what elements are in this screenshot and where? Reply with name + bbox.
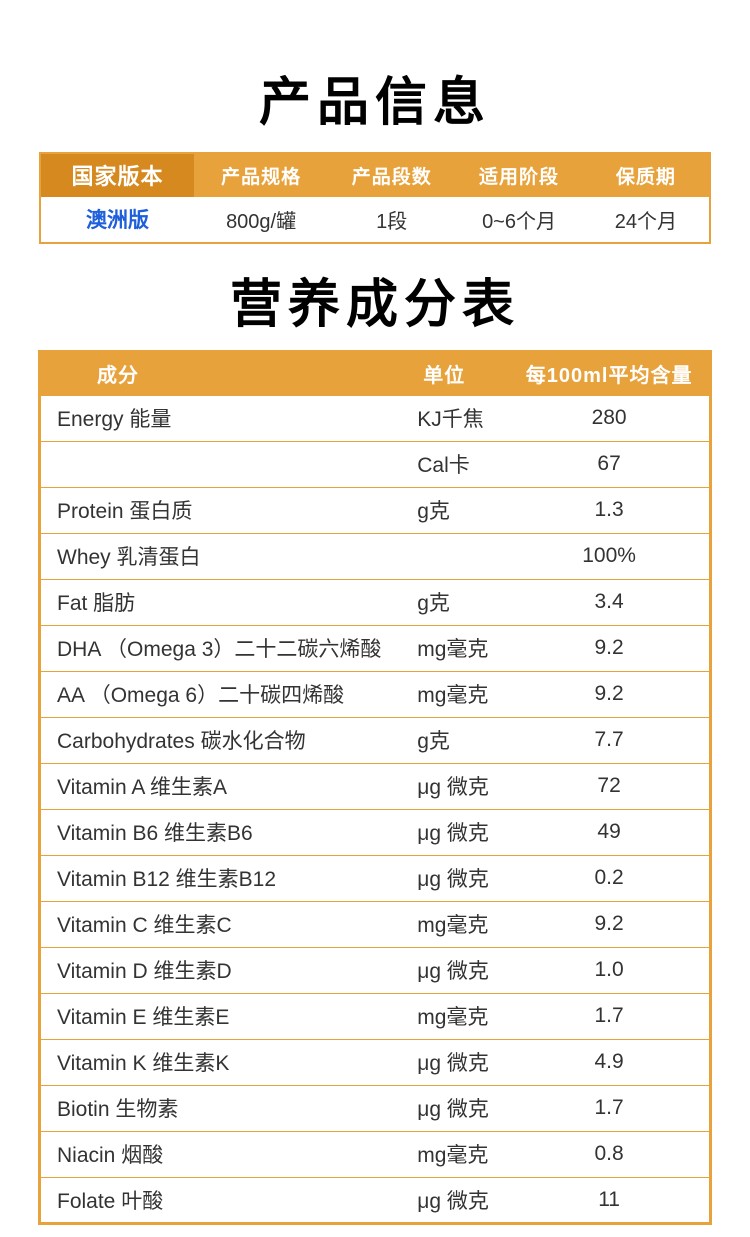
ingredient-name: Protein 蛋白质 xyxy=(39,486,416,534)
nutrition-row: Vitamin K 维生素K μg 微克 4.9 xyxy=(39,1038,711,1086)
column-header-spec: 产品规格 xyxy=(194,152,329,197)
unit-cell: μg 微克 xyxy=(415,854,510,902)
unit-cell: KJ千焦 xyxy=(415,394,510,442)
value-cell: 9.2 xyxy=(509,900,711,948)
value-cell: 11 xyxy=(509,1176,711,1224)
value-cell: 9.2 xyxy=(509,670,711,718)
unit-cell: μg 微克 xyxy=(415,1176,510,1224)
nutrition-table-body: Energy 能量 KJ千焦 280 Cal卡 67 Protein 蛋白质 g克 1.3 Wh… xyxy=(39,394,711,1224)
product-table-data-row: 澳洲版 800g/罐 1段 0~6个月 24个月 xyxy=(40,196,710,243)
shelf-life-value: 24个月 xyxy=(582,196,710,243)
nutrition-row: Vitamin B12 维生素B12 μg 微克 0.2 xyxy=(39,854,711,902)
value-cell: 280 xyxy=(509,394,711,442)
unit-cell: g克 xyxy=(415,486,510,534)
ingredient-name: Vitamin D 维生素D xyxy=(39,946,416,994)
product-info-table: 国家版本 产品规格 产品段数 适用阶段 保质期 澳洲版 800g/罐 1段 0~… xyxy=(39,151,711,244)
ingredient-name: Energy 能量 xyxy=(39,394,416,442)
nutrition-row: Biotin 生物素 μg 微克 1.7 xyxy=(39,1084,711,1132)
nutrition-row: Vitamin A 维生素A μg 微克 72 xyxy=(39,762,711,810)
value-cell: 7.7 xyxy=(509,716,711,764)
column-header-shelf-life: 保质期 xyxy=(582,152,710,197)
nutrition-row: Whey 乳清蛋白 100% xyxy=(39,532,711,580)
value-cell: 49 xyxy=(509,808,711,856)
nutrition-row: Vitamin E 维生素E mg毫克 1.7 xyxy=(39,992,711,1040)
nutrition-row: Fat 脂肪 g克 3.4 xyxy=(39,578,711,626)
nutrition-row: Vitamin C 维生素C mg毫克 9.2 xyxy=(39,900,711,948)
unit-cell: μg 微克 xyxy=(415,946,510,994)
unit-cell: g克 xyxy=(415,716,510,764)
unit-cell: mg毫克 xyxy=(415,624,510,672)
ingredient-name: Niacin 烟酸 xyxy=(39,1130,416,1178)
nutrition-row: Energy 能量 KJ千焦 280 xyxy=(39,394,711,442)
value-cell: 100% xyxy=(509,532,711,580)
nutrition-title: 营养成分表 xyxy=(229,275,520,334)
ingredient-name: DHA （Omega 3）二十二碳六烯酸 xyxy=(39,624,416,672)
spec-value: 800g/罐 xyxy=(194,196,329,243)
unit-cell: μg 微克 xyxy=(415,1084,510,1132)
unit-cell: μg 微克 xyxy=(415,1038,510,1086)
ingredient-name: Carbohydrates 碳水化合物 xyxy=(39,716,416,764)
unit-cell: mg毫克 xyxy=(415,992,510,1040)
nutrition-row: Vitamin D 维生素D μg 微克 1.0 xyxy=(39,946,711,994)
product-table-header-row: 国家版本 产品规格 产品段数 适用阶段 保质期 xyxy=(40,152,710,197)
value-cell: 1.0 xyxy=(509,946,711,994)
column-header-country-version: 国家版本 xyxy=(40,152,195,197)
ingredient-name: Vitamin C 维生素C xyxy=(39,900,416,948)
ingredient-name: Fat 脂肪 xyxy=(39,578,416,626)
value-cell: 0.8 xyxy=(509,1130,711,1178)
applicable-stage-value: 0~6个月 xyxy=(455,196,583,243)
ingredient-name: Vitamin E 维生素E xyxy=(39,992,416,1040)
country-version-value: 澳洲版 xyxy=(40,196,195,243)
column-header-stage-number: 产品段数 xyxy=(328,152,456,197)
column-header-applicable-stage: 适用阶段 xyxy=(455,152,583,197)
value-cell: 67 xyxy=(509,440,711,488)
value-cell: 9.2 xyxy=(509,624,711,672)
nutrition-row: Folate 叶酸 μg 微克 11 xyxy=(39,1176,711,1224)
value-cell: 72 xyxy=(509,762,711,810)
nutrition-row: Cal卡 67 xyxy=(39,440,711,488)
value-cell: 4.9 xyxy=(509,1038,711,1086)
nutrition-row: Niacin 烟酸 mg毫克 0.8 xyxy=(39,1130,711,1178)
value-cell: 3.4 xyxy=(509,578,711,626)
unit-cell: mg毫克 xyxy=(415,900,510,948)
column-header-per-100ml: 每100ml平均含量 xyxy=(509,351,711,396)
unit-cell xyxy=(415,532,510,580)
ingredient-name: Biotin 生物素 xyxy=(39,1084,416,1132)
value-cell: 0.2 xyxy=(509,854,711,902)
ingredient-name: Vitamin K 维生素K xyxy=(39,1038,416,1086)
column-header-ingredient: 成分 xyxy=(39,351,416,396)
value-cell: 1.7 xyxy=(509,992,711,1040)
nutrition-row: AA （Omega 6）二十碳四烯酸 mg毫克 9.2 xyxy=(39,670,711,718)
ingredient-name xyxy=(39,440,416,488)
nutrition-row: Protein 蛋白质 g克 1.3 xyxy=(39,486,711,534)
stage-number-value: 1段 xyxy=(328,196,456,243)
unit-cell: μg 微克 xyxy=(415,762,510,810)
unit-cell: Cal卡 xyxy=(415,440,510,488)
ingredient-name: Folate 叶酸 xyxy=(39,1176,416,1224)
ingredient-name: Vitamin A 维生素A xyxy=(39,762,416,810)
nutrition-row: DHA （Omega 3）二十二碳六烯酸 mg毫克 9.2 xyxy=(39,624,711,672)
ingredient-name: AA （Omega 6）二十碳四烯酸 xyxy=(39,670,416,718)
unit-cell: mg毫克 xyxy=(415,1130,510,1178)
nutrition-facts-table: 成分 单位 每100ml平均含量 Energy 能量 KJ千焦 280 Cal卡 67 P… xyxy=(38,349,712,1225)
product-info-title: 产品信息 xyxy=(258,74,491,132)
nutrition-row: Carbohydrates 碳水化合物 g克 7.7 xyxy=(39,716,711,764)
nutrition-row: Vitamin B6 维生素B6 μg 微克 49 xyxy=(39,808,711,856)
ingredient-name: Whey 乳清蛋白 xyxy=(39,532,416,580)
unit-cell: mg毫克 xyxy=(415,670,510,718)
column-header-unit: 单位 xyxy=(415,351,510,396)
ingredient-name: Vitamin B12 维生素B12 xyxy=(39,854,416,902)
unit-cell: g克 xyxy=(415,578,510,626)
value-cell: 1.7 xyxy=(509,1084,711,1132)
value-cell: 1.3 xyxy=(509,486,711,534)
nutrition-header-row: 成分 单位 每100ml平均含量 xyxy=(39,351,711,396)
unit-cell: μg 微克 xyxy=(415,808,510,856)
ingredient-name: Vitamin B6 维生素B6 xyxy=(39,808,416,856)
